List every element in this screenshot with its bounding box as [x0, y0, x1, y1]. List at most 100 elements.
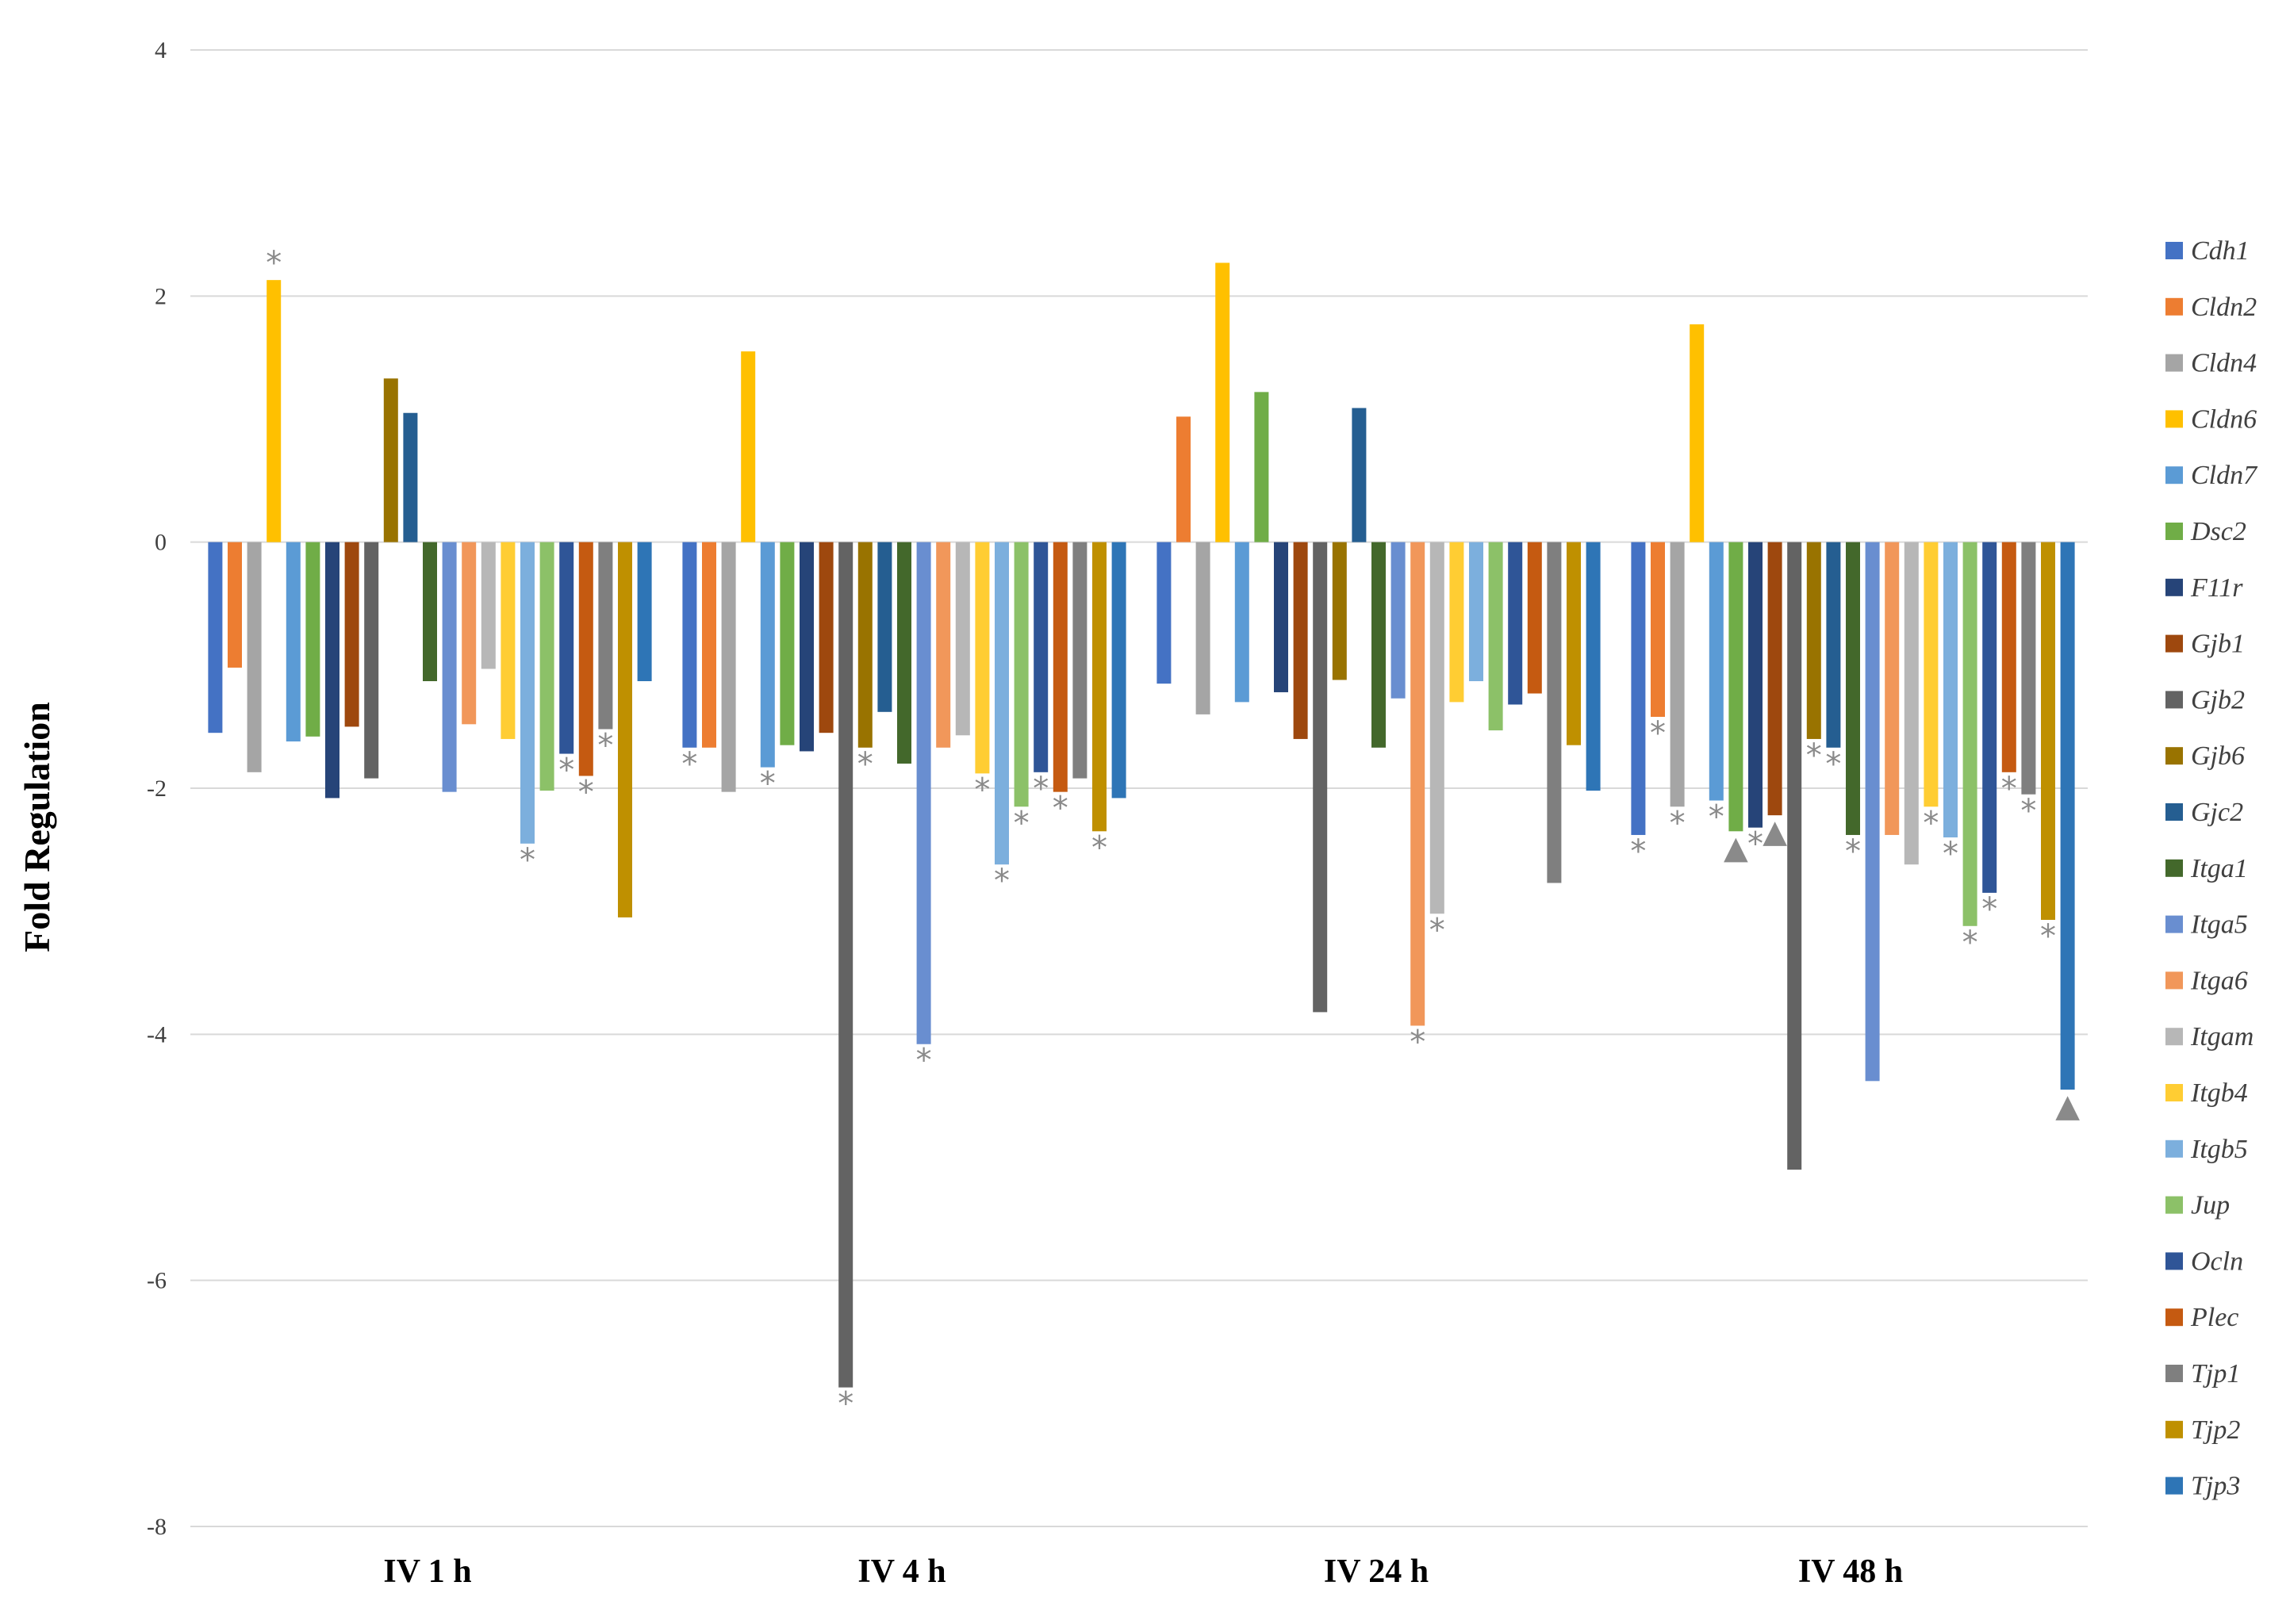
legend-item-cldn7: Cldn7	[2165, 461, 2258, 490]
significance-asterisk: *	[2001, 771, 2017, 807]
x-category-label: IV 48 h	[1798, 1553, 1903, 1590]
significance-asterisk: *	[1962, 925, 1978, 961]
legend-item-tjp3: Tjp3	[2165, 1472, 2240, 1501]
legend-item-jup: Jup	[2165, 1191, 2230, 1220]
bar-itgam	[481, 542, 496, 669]
bar-cldn4	[721, 542, 736, 792]
y-axis-label: Fold Regulation	[17, 702, 57, 952]
legend-label: Gjc2	[2191, 798, 2243, 827]
legend-label: Cdh1	[2191, 236, 2250, 266]
bar-gjb1	[819, 542, 834, 733]
bar-plec	[1527, 542, 1542, 694]
bar-gjc2	[877, 542, 892, 712]
legend-label: Gjb1	[2191, 630, 2245, 659]
legend-item-itgb5: Itgb5	[2165, 1135, 2248, 1164]
bar-cldn7	[286, 542, 301, 742]
bar-tjp2	[618, 542, 632, 917]
legend-label: Itgb4	[2190, 1078, 2248, 1108]
significance-asterisk: *	[838, 1386, 853, 1423]
legend-label: Itgam	[2190, 1022, 2254, 1051]
bar-cldn6	[1690, 324, 1705, 542]
legend-swatch	[2165, 297, 2183, 316]
bar-itgb4	[975, 542, 990, 774]
bar-itgb4	[501, 542, 516, 739]
significance-asterisk: *	[994, 863, 1010, 899]
legend-item-cdh1: Cdh1	[2165, 236, 2250, 266]
significance-asterisk: *	[916, 1043, 932, 1079]
legend-label: Tjp2	[2191, 1415, 2240, 1445]
bar-gjc2	[1826, 542, 1841, 748]
bar-cdh1	[682, 542, 697, 748]
bar-ocln	[1034, 542, 1049, 772]
bar-itga5	[1865, 542, 1880, 1082]
bar-itga1	[897, 542, 911, 764]
legend-item-itgb4: Itgb4	[2165, 1078, 2248, 1108]
significance-asterisk: *	[1429, 912, 1445, 948]
significance-asterisk: *	[597, 728, 613, 764]
bar-tjp3	[1111, 542, 1126, 799]
bar-itgb5	[520, 542, 535, 844]
legend-item-cldn4: Cldn4	[2165, 349, 2257, 378]
bar-gjb6	[1332, 542, 1347, 680]
legend-swatch	[2165, 1196, 2183, 1214]
bar-gjb6	[383, 378, 398, 542]
legend-swatch	[2165, 691, 2183, 709]
legend-swatch	[2165, 634, 2183, 653]
legend-item-itga1: Itga1	[2165, 854, 2248, 883]
significance-asterisk: *	[1825, 746, 1841, 783]
bar-ocln	[1508, 542, 1523, 705]
significance-asterisk: *	[2040, 918, 2056, 955]
legend-swatch	[2165, 242, 2183, 259]
legend-swatch	[2165, 1139, 2183, 1158]
significance-triangle: ▲	[1724, 829, 1748, 866]
bar-cldn4	[1195, 542, 1210, 714]
legend-swatch	[2165, 971, 2183, 990]
bar-itgb4	[1449, 542, 1464, 703]
bar-cldn7	[760, 542, 775, 768]
significance-asterisk: *	[1053, 791, 1068, 827]
significance-asterisk: *	[760, 766, 776, 802]
y-tick-label: 0	[155, 530, 167, 556]
bar-gjb2	[838, 542, 853, 1388]
bar-itga6	[1885, 542, 1900, 835]
legend-label: F11r	[2190, 573, 2243, 603]
significance-asterisk: *	[1410, 1024, 1425, 1060]
bar-jup	[539, 542, 554, 791]
significance-asterisk: *	[266, 245, 282, 282]
significance-asterisk: *	[520, 842, 535, 879]
bar-itga1	[1846, 542, 1860, 835]
bar-ocln	[1982, 542, 1997, 893]
legend-label: Gjb6	[2191, 741, 2245, 771]
bar-plec	[578, 542, 593, 776]
bar-jup	[1014, 542, 1029, 807]
bar-tjp1	[2021, 542, 2036, 795]
bar-itgam	[1904, 542, 1919, 865]
legend-swatch	[2165, 1308, 2183, 1327]
gridlines	[190, 49, 2088, 1527]
bar-jup	[1488, 542, 1503, 731]
bar-cldn4	[1670, 542, 1685, 807]
bar-itga1	[1371, 542, 1386, 748]
y-tick-label: -4	[147, 1021, 167, 1048]
bar-itgam	[955, 542, 970, 736]
bar-tjp2	[1092, 542, 1107, 832]
significance-asterisk: *	[681, 746, 697, 783]
legend-item-cldn2: Cldn2	[2165, 293, 2257, 322]
bar-gjb6	[857, 542, 873, 748]
bar-cldn7	[1234, 542, 1249, 703]
legend-label: Gjb2	[2191, 685, 2245, 714]
legend-item-itga6: Itga6	[2165, 966, 2248, 995]
bar-tjp3	[1586, 542, 1601, 791]
bar-f11r	[1748, 542, 1763, 828]
significance-asterisk: *	[1014, 805, 1030, 841]
bar-cldn4	[247, 542, 262, 772]
bar-ocln	[559, 542, 574, 754]
legend-swatch	[2165, 1252, 2183, 1270]
significance-asterisk: *	[857, 746, 873, 783]
bar-tjp2	[1567, 542, 1581, 745]
bar-tjp1	[1547, 542, 1562, 883]
bar-tjp1	[1072, 542, 1087, 779]
legend-label: Plec	[2190, 1303, 2238, 1332]
bar-itga6	[936, 542, 951, 748]
